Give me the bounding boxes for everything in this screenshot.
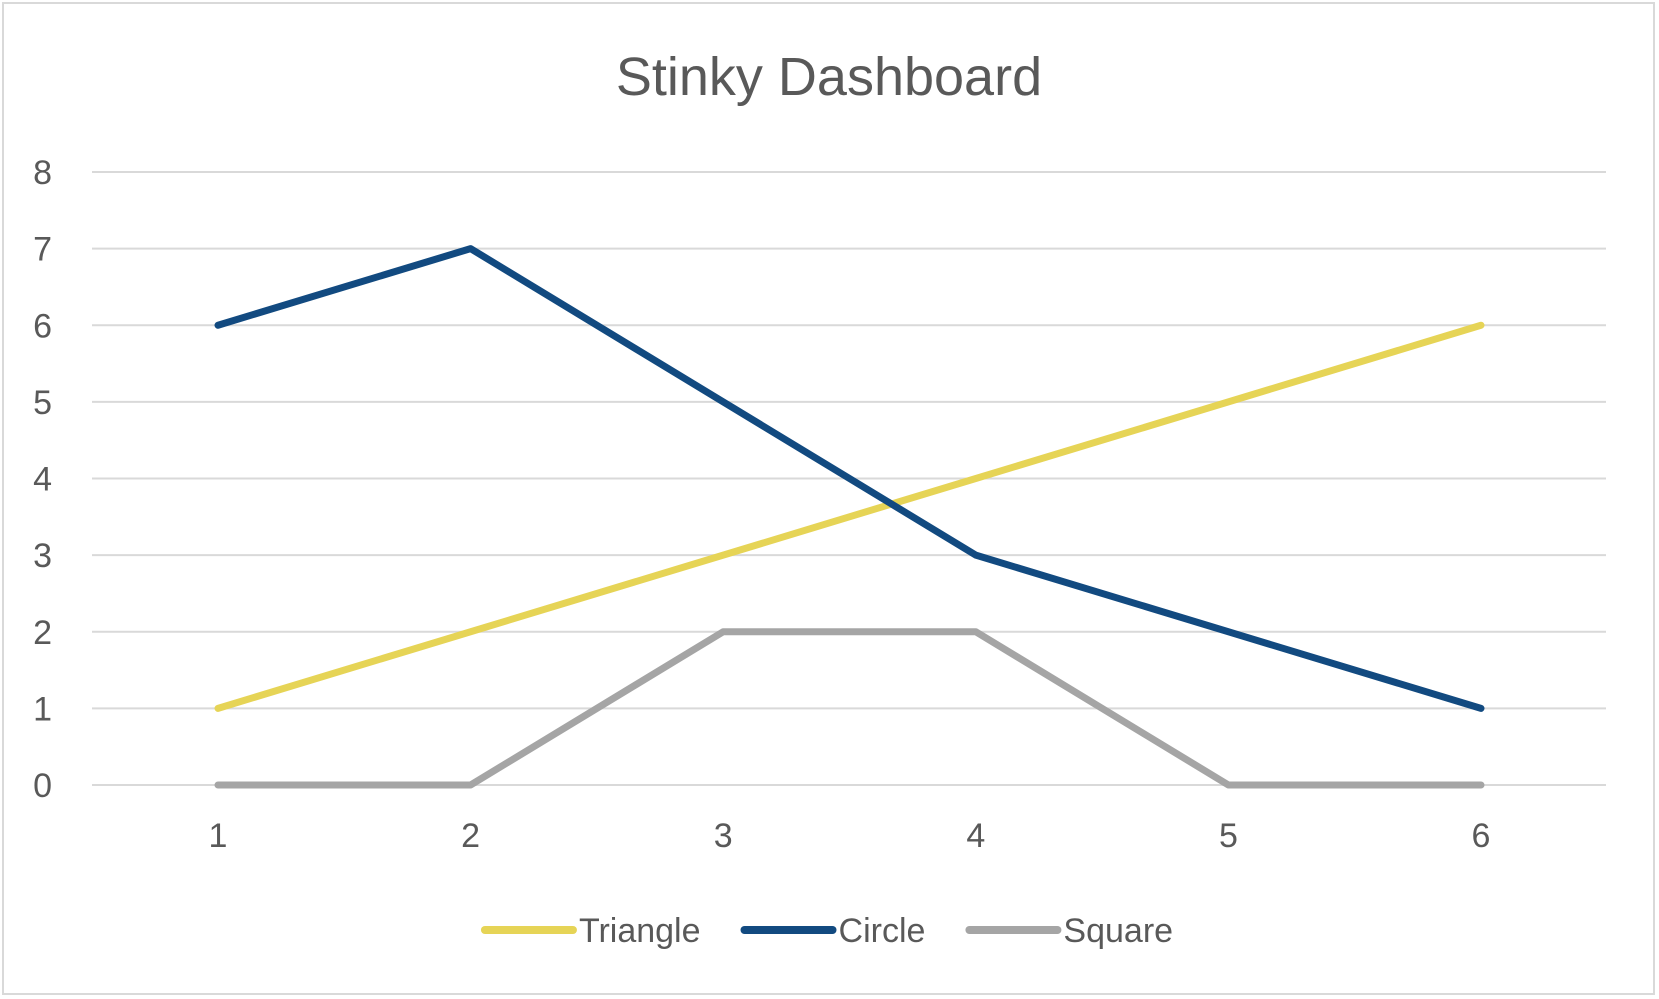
x-tick-label: 2 [461, 817, 480, 855]
y-tick-label: 8 [33, 154, 52, 192]
x-tick-label: 5 [1219, 817, 1238, 855]
chart-title: Stinky Dashboard [616, 47, 1042, 107]
y-tick-label: 6 [33, 307, 52, 345]
series-line-triangle [214, 321, 1485, 712]
y-tick-label: 3 [33, 537, 52, 575]
series-line-circle [214, 245, 1485, 712]
series-lines [214, 245, 1485, 789]
y-tick-label: 4 [33, 461, 52, 499]
x-tick-label: 3 [714, 817, 733, 855]
legend-label-circle: Circle [839, 912, 926, 950]
series-line-square [214, 628, 1485, 789]
x-tick-label: 6 [1472, 817, 1491, 855]
legend-label-square: Square [1063, 912, 1173, 950]
y-tick-label: 7 [33, 231, 52, 269]
x-tick-label: 4 [966, 817, 985, 855]
legend-label-triangle: Triangle [579, 912, 701, 950]
y-tick-label: 2 [33, 614, 52, 652]
y-axis-ticks: 0 1 2 3 4 5 6 7 8 [33, 154, 52, 805]
y-tick-label: 0 [33, 767, 52, 805]
x-axis-ticks: 1 2 3 4 5 6 [209, 817, 1491, 855]
y-tick-label: 5 [33, 384, 52, 422]
y-tick-label: 1 [33, 690, 52, 728]
legend: Triangle Circle Square [480, 912, 1173, 950]
x-tick-label: 1 [209, 817, 228, 855]
